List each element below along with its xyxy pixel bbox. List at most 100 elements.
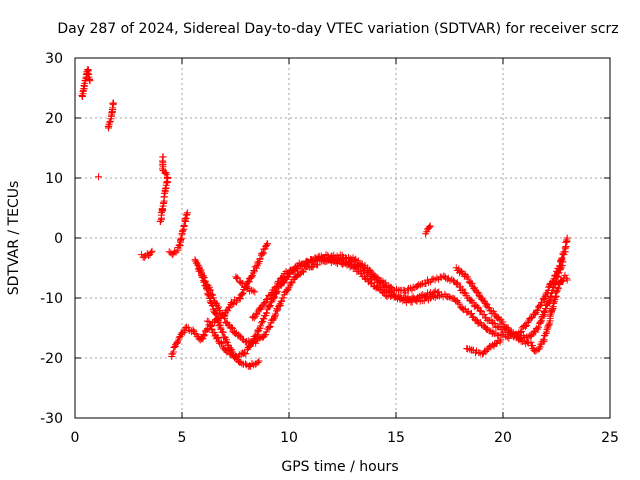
data-point-s4 [140, 253, 148, 261]
data-point-s0 [86, 77, 94, 85]
data-point-s14 [523, 338, 531, 346]
y-tick-label: 10 [45, 171, 63, 187]
data-point-s10 [275, 279, 283, 287]
data-point-s6 [174, 338, 182, 346]
data-point-s8 [524, 319, 532, 327]
data-point-s10 [433, 289, 441, 297]
data-point-s14 [470, 284, 478, 292]
data-point-s6 [201, 331, 209, 339]
data-point-s12 [493, 340, 501, 348]
data-point-s8 [521, 322, 529, 330]
data-point-s10 [332, 259, 340, 267]
data-point-s3 [163, 170, 171, 178]
data-point-s10 [279, 274, 287, 282]
data-point-s0 [84, 70, 92, 78]
data-point-s14 [458, 268, 466, 276]
data-point-s10 [316, 255, 324, 263]
data-point-s14 [473, 288, 481, 296]
data-point-s8 [455, 300, 463, 308]
data-point-s10 [267, 290, 275, 298]
data-point-s10 [313, 256, 321, 264]
data-point-s9 [461, 289, 469, 297]
data-point-s10 [261, 299, 269, 307]
data-point-s8 [527, 314, 535, 322]
data-point-s8 [200, 274, 208, 282]
data-point-s6 [256, 255, 264, 263]
data-point-s6 [200, 332, 208, 340]
data-point-s9 [452, 280, 460, 288]
data-point-s4 [148, 247, 156, 255]
data-point-s8 [467, 309, 475, 317]
data-point-s10 [387, 292, 395, 300]
data-point-s13 [559, 277, 567, 285]
data-point-s14 [503, 323, 511, 331]
data-point-s8 [216, 306, 224, 314]
data-point-s8 [445, 292, 453, 300]
data-point-s10 [303, 257, 311, 265]
data-point-s5 [177, 234, 185, 242]
data-point-s13 [554, 284, 562, 292]
data-point-s9 [205, 321, 213, 329]
data-point-s10 [339, 260, 347, 268]
data-point-s10 [435, 288, 443, 296]
data-point-s3 [164, 174, 172, 182]
data-point-s9 [468, 297, 476, 305]
x-tick-label: 0 [71, 430, 80, 446]
data-point-s1 [106, 118, 114, 126]
data-point-s9 [266, 301, 274, 309]
data-point-s9 [241, 349, 249, 357]
data-point-s13 [544, 322, 552, 330]
data-point-s9 [333, 252, 341, 260]
data-point-s4 [147, 248, 155, 256]
data-point-s15 [249, 287, 257, 295]
x-tick-label: 5 [178, 430, 187, 446]
data-point-s9 [537, 318, 545, 326]
data-point-s10 [262, 296, 270, 304]
ticks: 0 5 10 15 20 25 -30 -20 -10 0 10 20 30 [40, 51, 619, 446]
data-point-s15 [232, 273, 240, 281]
data-point-s6 [238, 291, 246, 299]
data-point-s9 [555, 269, 563, 277]
data-point-s8 [209, 291, 217, 299]
data-point-s10 [329, 256, 337, 264]
x-tick-label: 15 [387, 430, 405, 446]
data-point-s14 [522, 340, 530, 348]
data-point-s6 [179, 329, 187, 337]
data-point-s8 [199, 273, 207, 281]
data-point-s8 [271, 310, 279, 318]
data-point-s10 [292, 263, 300, 271]
data-point-s9 [257, 319, 265, 327]
data-point-s8 [484, 326, 492, 334]
y-tick-label: -10 [40, 291, 63, 307]
x-tick-label: 10 [280, 430, 298, 446]
data-point-s8 [221, 314, 229, 322]
data-point-s9 [388, 284, 396, 292]
data-point-s6 [236, 294, 244, 302]
chart-title: Day 287 of 2024, Sidereal Day-to-day VTE… [57, 21, 618, 37]
data-point-s8 [453, 297, 461, 305]
data-point-s9 [270, 294, 278, 302]
data-point-s8 [495, 331, 503, 339]
data-point-s8 [229, 324, 237, 332]
data-point-s10 [284, 270, 292, 278]
data-point-s10 [253, 310, 261, 318]
data-point-s10 [419, 291, 427, 299]
data-point-s12 [475, 348, 483, 356]
data-point-s9 [265, 303, 273, 311]
data-point-s9 [476, 307, 484, 315]
y-tick-label: -30 [40, 411, 63, 427]
data-point-s8 [228, 323, 236, 331]
data-point-s9 [242, 350, 250, 358]
data-point-s9 [392, 285, 400, 293]
data-point-s6 [264, 240, 272, 248]
data-point-s14 [484, 303, 492, 311]
data-point-s5 [183, 209, 191, 217]
y-tick-label: 30 [45, 51, 63, 67]
data-point-s6 [189, 326, 197, 334]
data-point-s8 [265, 323, 273, 331]
data-point-s15 [243, 283, 251, 291]
data-point-s8 [201, 277, 209, 285]
data-point-s9 [367, 267, 375, 275]
data-point-s10 [326, 255, 334, 263]
